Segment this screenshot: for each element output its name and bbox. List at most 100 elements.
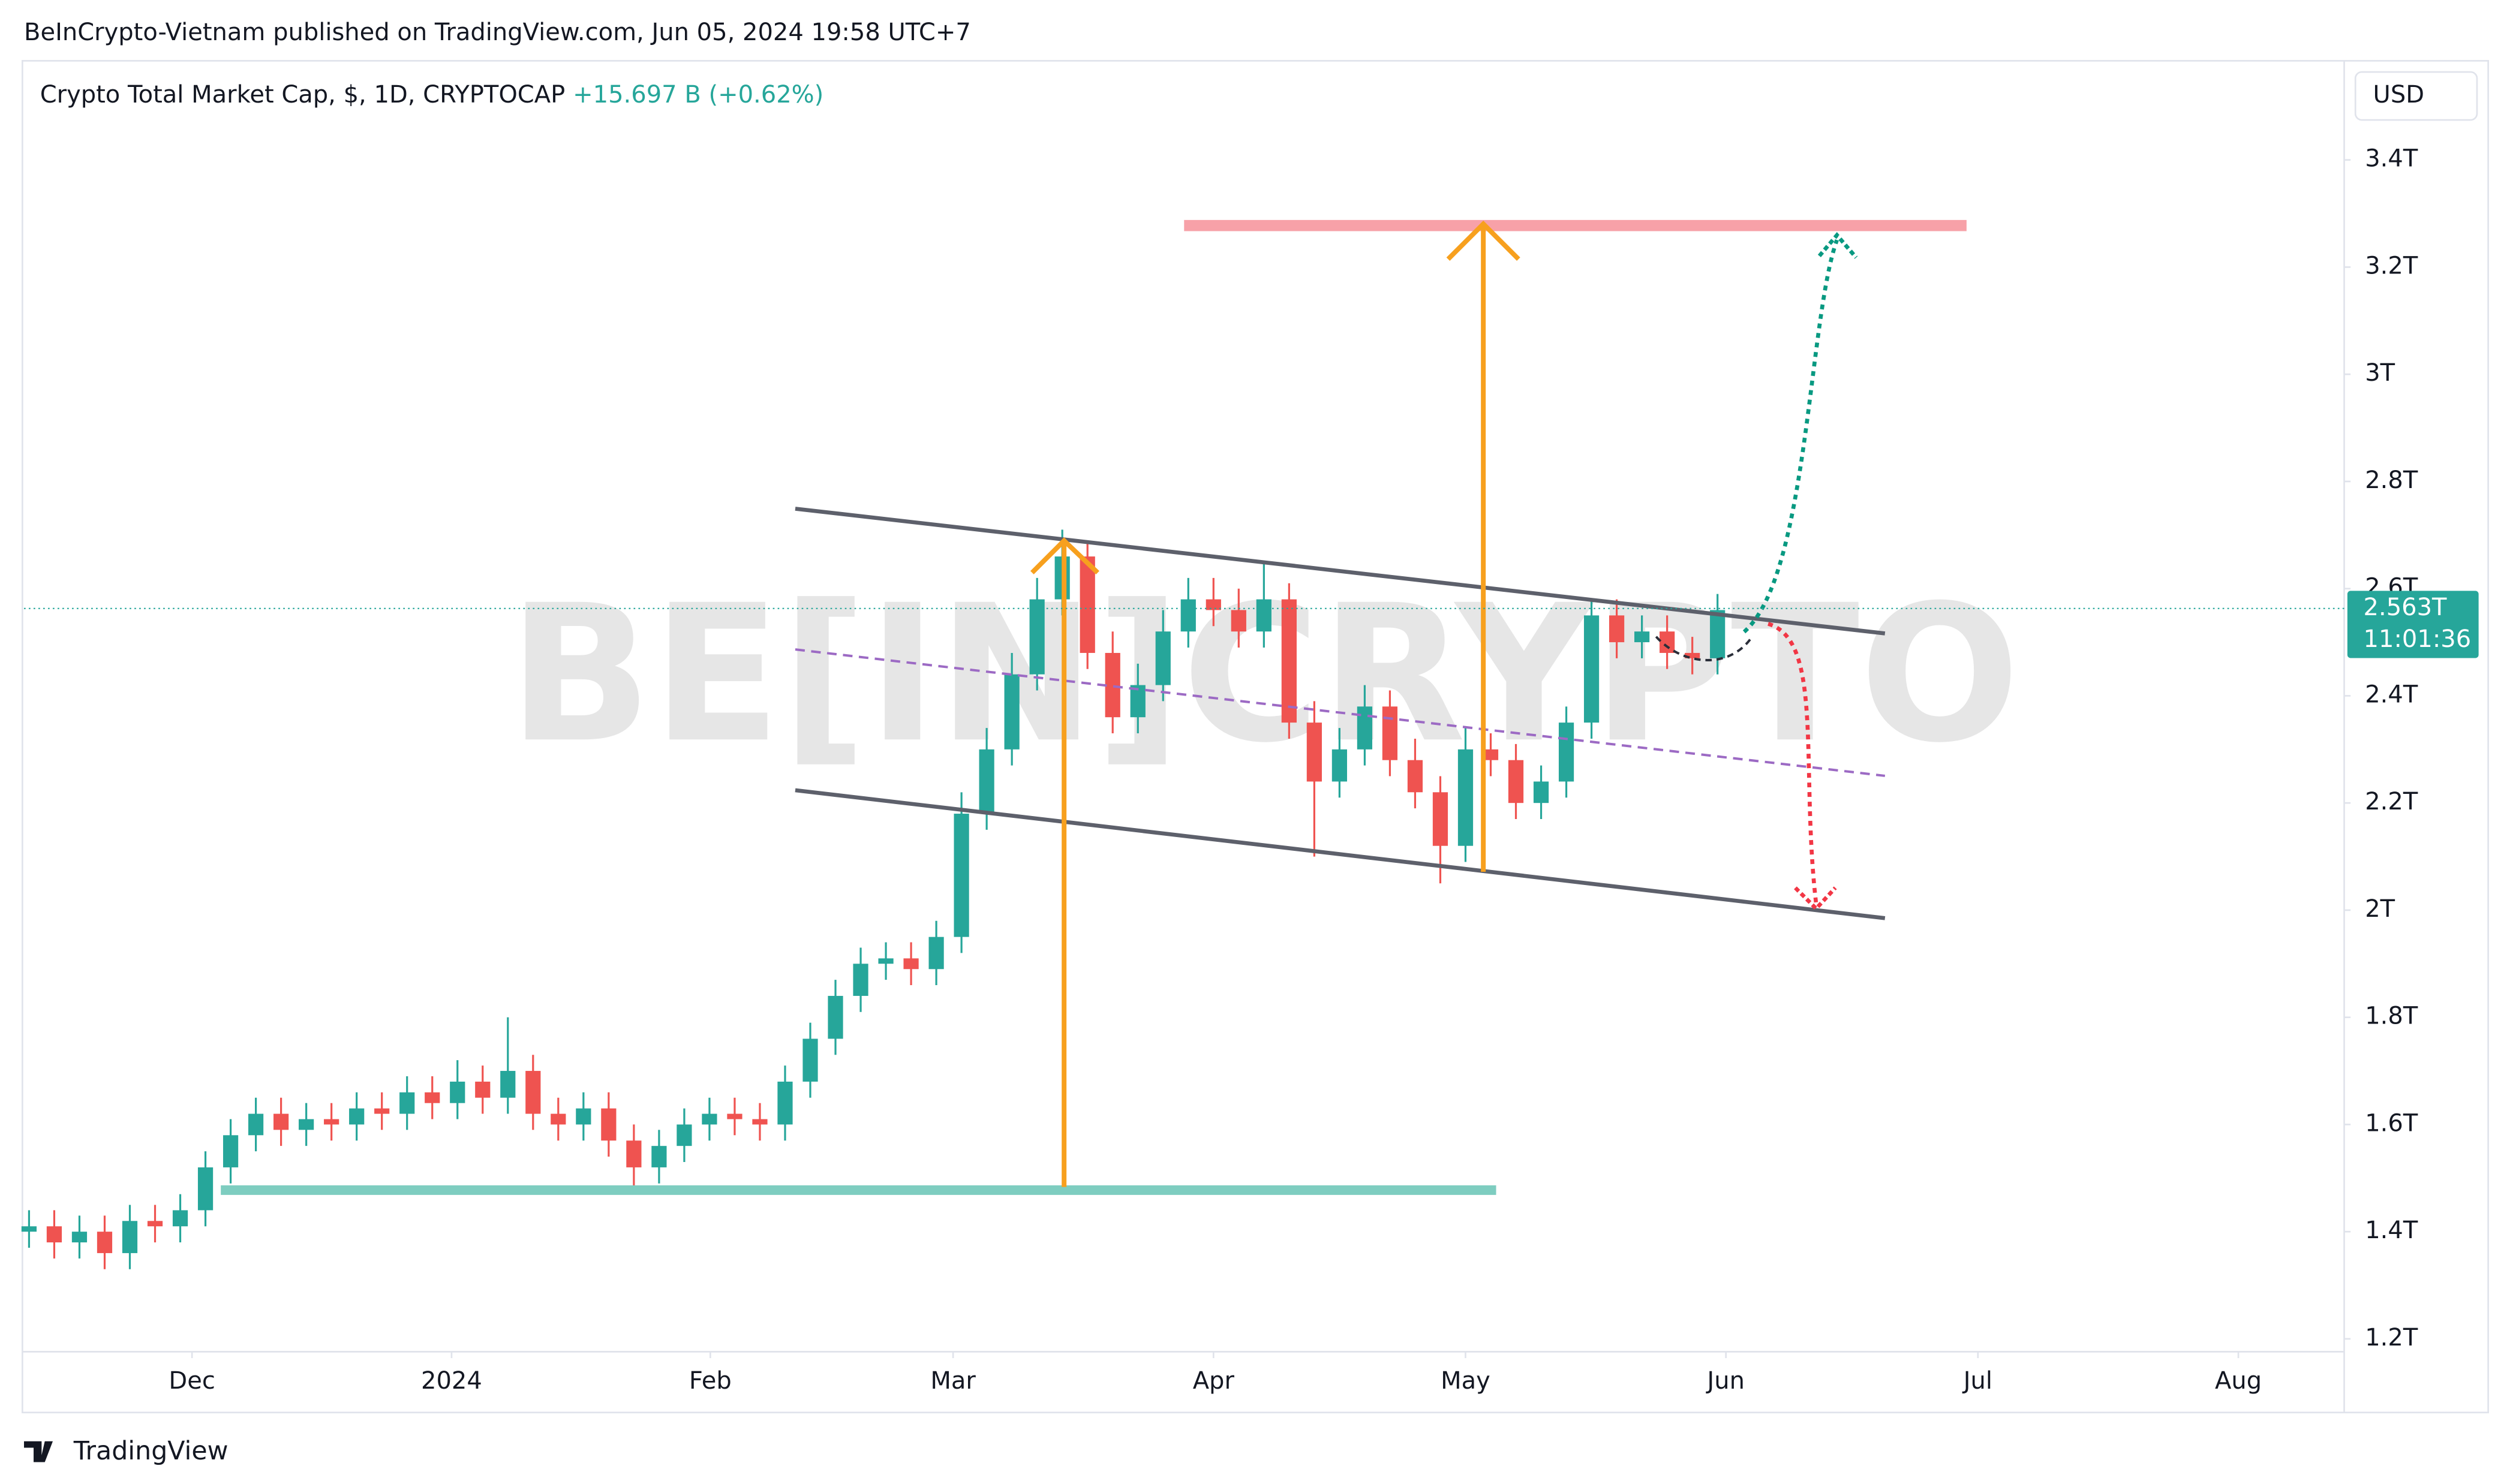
legend-bg <box>29 77 813 116</box>
candle-body <box>1256 599 1271 632</box>
candle-body <box>878 958 894 964</box>
channel-mid <box>795 648 1886 777</box>
candle-body <box>1609 615 1625 643</box>
candle-body <box>727 1113 743 1119</box>
channel-bottom <box>795 788 1886 920</box>
candle-body <box>1281 599 1297 723</box>
candle-body <box>1710 610 1726 658</box>
candle-body <box>97 1232 113 1253</box>
x-tick-label: Jul <box>1962 1367 1992 1395</box>
x-tick-label: Apr <box>1193 1367 1235 1395</box>
x-tick-label: Jun <box>1705 1367 1745 1395</box>
candle-body <box>349 1108 365 1125</box>
candle-body <box>1029 599 1045 675</box>
candle-body <box>1382 706 1398 760</box>
brand: TradingView <box>73 1436 229 1466</box>
y-tick-label: 3T <box>2365 359 2395 387</box>
y-tick-label: 3.2T <box>2365 252 2418 279</box>
bull-path <box>1742 239 1839 634</box>
candle-body <box>299 1119 314 1130</box>
arrow-head <box>1030 537 1099 575</box>
candle-body <box>1685 652 1700 658</box>
x-tick-label: Aug <box>2215 1367 2262 1395</box>
price-tag-label: 2.563T <box>2364 594 2448 621</box>
candle-body <box>1155 631 1171 685</box>
candle-body <box>1105 652 1120 718</box>
bear-path <box>1767 622 1818 904</box>
candle-body <box>1206 599 1221 610</box>
y-tick-label: 1.4T <box>2365 1217 2418 1244</box>
y-tick-label: 2.4T <box>2365 681 2418 708</box>
candle-body <box>752 1119 768 1125</box>
candle-body <box>1357 706 1373 749</box>
candle-body <box>576 1108 591 1125</box>
candle-body <box>551 1113 566 1125</box>
candle-body <box>273 1113 289 1130</box>
candle-body <box>1231 610 1246 632</box>
candle-body <box>1306 723 1322 782</box>
candle-body <box>71 1232 88 1243</box>
candle-body <box>1004 674 1020 749</box>
candle-body <box>1331 749 1348 782</box>
candle-body <box>1660 631 1675 653</box>
x-tick-label: May <box>1441 1367 1490 1395</box>
candle-body <box>374 1108 390 1114</box>
candle-body <box>677 1124 692 1146</box>
chart-title: Crypto Total Market Cap, $, 1D, CRYPTOCA… <box>40 81 566 109</box>
candle-body <box>802 1039 818 1082</box>
candle-body <box>626 1140 642 1167</box>
candle-body <box>1583 615 1600 723</box>
candle-body <box>979 749 994 814</box>
candle-body <box>928 937 944 970</box>
candle-body <box>1634 631 1650 643</box>
y-tick-label: 3.4T <box>2365 145 2418 173</box>
currency-button[interactable] <box>2354 71 2478 121</box>
candle-body <box>828 995 843 1039</box>
y-tick-label: 1.8T <box>2365 1003 2418 1030</box>
candle-body <box>853 964 868 996</box>
candle-body <box>450 1081 465 1103</box>
candle-body <box>324 1119 339 1125</box>
candle-body <box>1180 599 1196 632</box>
candle-body <box>21 1226 37 1232</box>
candle-body <box>223 1135 239 1167</box>
candle-body <box>1558 723 1574 782</box>
y-tick-label: 2.8T <box>2365 466 2418 494</box>
x-tick-label: Feb <box>689 1367 732 1395</box>
candle-body <box>1483 749 1499 760</box>
chart-frame <box>22 60 2489 1414</box>
logo <box>24 1441 53 1462</box>
candle-body <box>425 1092 440 1103</box>
candle-body <box>777 1081 793 1125</box>
candle-body <box>651 1146 667 1167</box>
candle-body <box>954 814 969 937</box>
candle-body <box>197 1167 214 1211</box>
candle-body <box>1130 685 1146 718</box>
logo-mark <box>24 1441 53 1462</box>
channel-top <box>795 507 1886 636</box>
candle-body <box>903 958 919 970</box>
y-tick-label: 1.2T <box>2365 1324 2418 1351</box>
arrow-head <box>1446 220 1520 261</box>
candle-body <box>248 1113 264 1136</box>
candle-body <box>46 1226 62 1243</box>
candles <box>21 529 1726 1269</box>
candle-body <box>172 1210 188 1227</box>
candle-body <box>500 1071 516 1098</box>
x-tick-label: Mar <box>930 1367 976 1395</box>
x-tick-label: 2024 <box>421 1367 482 1395</box>
candle-body <box>525 1071 541 1114</box>
candle-body <box>1432 792 1448 846</box>
candle-body <box>122 1221 138 1253</box>
drawings <box>221 219 1967 1195</box>
candle-body <box>1533 781 1549 803</box>
candle-body <box>399 1092 415 1114</box>
y-tick-label: 1.6T <box>2365 1109 2418 1137</box>
candle-body <box>475 1081 491 1098</box>
candle-body <box>147 1221 163 1227</box>
y-tick-label: 2T <box>2365 895 2395 923</box>
price-tag <box>2347 591 2479 658</box>
price-change: +15.697 B (+0.62%) <box>573 81 823 109</box>
